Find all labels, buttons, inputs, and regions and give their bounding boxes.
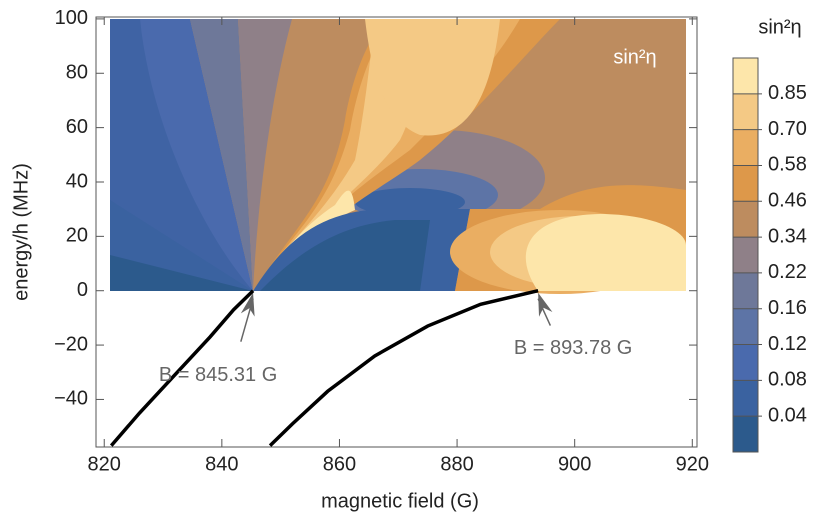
- colorbar-tick-label: 0.70: [768, 118, 807, 140]
- annotation-text: B = 893.78 G: [514, 337, 632, 359]
- colorbar-band: [733, 129, 758, 166]
- colorbar-band: [733, 58, 758, 94]
- y-tick-label: 60: [66, 116, 88, 138]
- plot-frame: [95, 16, 698, 448]
- x-tick-label: 880: [440, 453, 473, 475]
- y-tick-label: 40: [66, 170, 88, 192]
- x-axis-label: magnetic field (G): [321, 490, 479, 512]
- x-tick-label: 920: [676, 453, 709, 475]
- colorbar-tick-label: 0.16: [768, 297, 807, 319]
- colorbar-band: [733, 93, 758, 130]
- annotation-arrowhead: [538, 292, 553, 317]
- colorbar-frame: [732, 57, 759, 453]
- x-tick-label: 820: [88, 453, 121, 475]
- y-tick-label: −20: [54, 333, 88, 355]
- colorbar-tick-label: 0.22: [768, 261, 807, 283]
- colorbar-band: [733, 237, 758, 273]
- bound-state-curve: [268, 289, 539, 447]
- bound-state-curve: [109, 289, 255, 447]
- y-tick-label: 100: [55, 7, 88, 29]
- colorbar-tick-label: 0.08: [768, 369, 807, 391]
- colorbar-band: [733, 416, 758, 452]
- colorbar-band: [733, 308, 758, 345]
- colorbar-band: [733, 380, 758, 417]
- colorbar-tick-label: 0.34: [768, 225, 807, 247]
- colorbar-tick-label: 0.58: [768, 154, 807, 176]
- y-axis-label: energy/h (MHz): [10, 163, 32, 301]
- y-tick-label: 20: [66, 225, 88, 247]
- y-tick-label: 80: [66, 62, 88, 84]
- contour-field: [110, 19, 686, 294]
- y-tick-label: −40: [54, 388, 88, 410]
- colorbar-tick-label: 0.04: [768, 404, 807, 426]
- annotation-arrowhead: [240, 292, 255, 317]
- colorbar-band: [733, 272, 758, 309]
- colorbar-tick-label: 0.12: [768, 333, 807, 355]
- y-tick-label: 0: [77, 279, 88, 301]
- colorbar-tick-label: 0.85: [768, 82, 807, 104]
- x-tick-label: 840: [205, 453, 238, 475]
- colorbar-band: [733, 344, 758, 381]
- x-tick-label: 860: [323, 453, 356, 475]
- annotation-text: B = 845.31 G: [159, 364, 277, 386]
- plot-label: sin²η: [613, 46, 656, 68]
- colorbar-band: [733, 165, 758, 202]
- colorbar-band: [733, 201, 758, 238]
- colorbar-title: sin²η: [758, 16, 801, 38]
- x-tick-label: 900: [558, 453, 591, 475]
- colorbar-tick-label: 0.46: [768, 190, 807, 212]
